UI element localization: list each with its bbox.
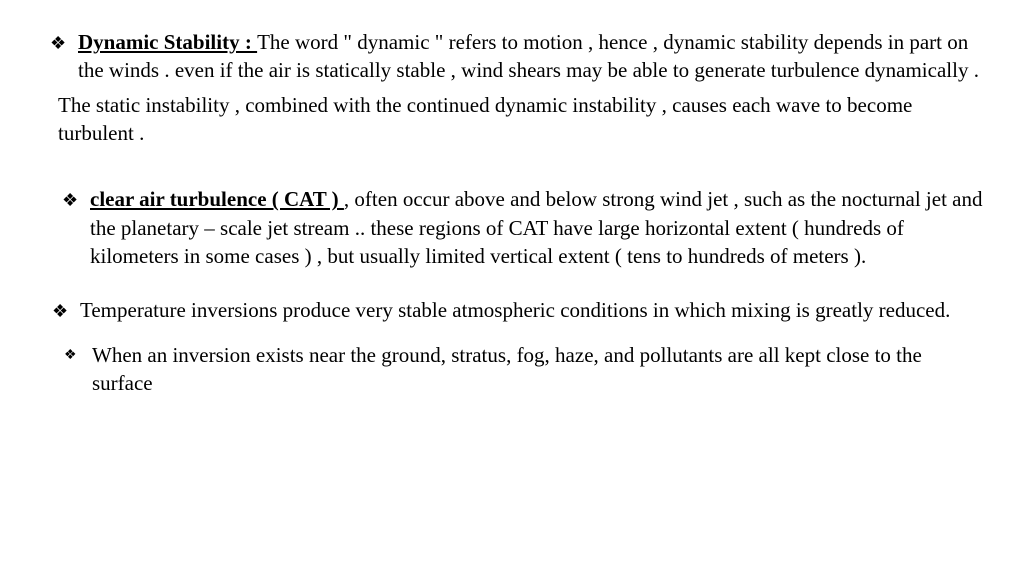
diamond-bullet-icon: ❖ (64, 341, 92, 398)
bullet-content: clear air turbulence ( CAT ) , often occ… (90, 185, 984, 270)
diamond-bullet-icon: ❖ (52, 296, 80, 324)
term-dynamic-stability: Dynamic Stability : (78, 30, 257, 54)
bullet-inversion-effects: ❖ When an inversion exists near the grou… (64, 341, 984, 398)
bullet-dynamic-stability: ❖ Dynamic Stability : The word " dynamic… (50, 28, 984, 85)
text-temp-inversion: Temperature inversions produce very stab… (80, 296, 984, 324)
term-cat: clear air turbulence ( CAT ) (90, 187, 344, 211)
text-inversion-effects: When an inversion exists near the ground… (92, 341, 984, 398)
bullet-content: Dynamic Stability : The word " dynamic "… (78, 28, 984, 85)
bullet-cat: ❖ clear air turbulence ( CAT ) , often o… (62, 185, 984, 270)
bullet-temp-inversion: ❖ Temperature inversions produce very st… (52, 296, 984, 324)
para-static-instability: The static instability , combined with t… (58, 91, 984, 148)
diamond-bullet-icon: ❖ (62, 185, 90, 270)
slide-body: ❖ Dynamic Stability : The word " dynamic… (0, 0, 1024, 576)
diamond-bullet-icon: ❖ (50, 28, 78, 85)
